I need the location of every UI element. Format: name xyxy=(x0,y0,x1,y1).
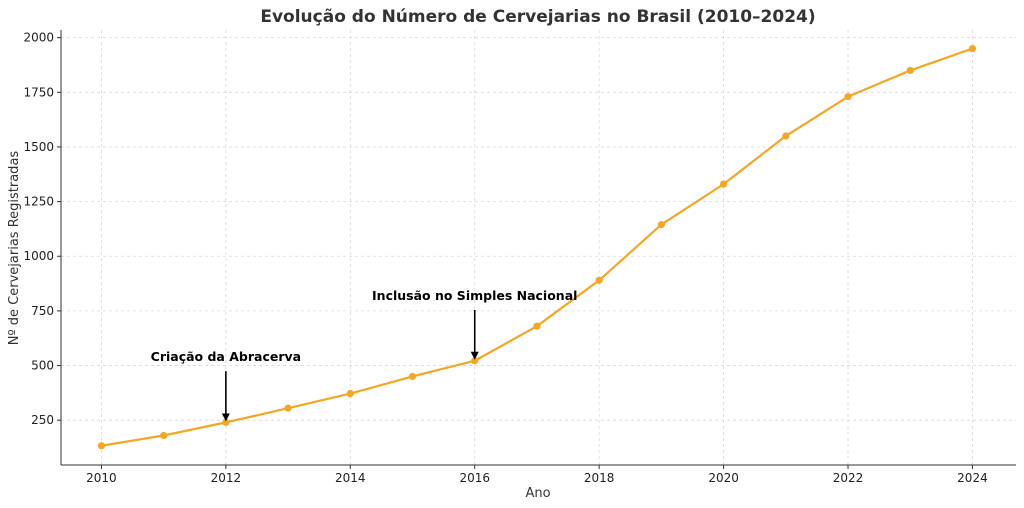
data-point xyxy=(657,220,665,229)
data-point xyxy=(408,372,417,381)
x-tick-label: 2014 xyxy=(335,471,366,485)
y-tick-label: 750 xyxy=(31,304,54,318)
x-ticks: 2010 2012 2014 2016 2018 2020 2022 2024 xyxy=(86,465,988,485)
y-ticks: 250 500 750 1000 1250 1500 1750 2000 xyxy=(23,31,61,427)
x-axis-label: Ano xyxy=(525,486,550,501)
y-tick-label: 500 xyxy=(31,359,54,373)
grid xyxy=(61,30,1016,465)
data-point xyxy=(844,93,852,101)
data-point xyxy=(968,44,977,53)
annotation-label: Inclusão no Simples Nacional xyxy=(372,288,577,303)
chart-title: Evolução do Número de Cervejarias no Bra… xyxy=(260,7,815,27)
series xyxy=(97,44,977,450)
y-tick-label: 250 xyxy=(31,413,54,427)
data-point xyxy=(222,418,230,426)
data-point xyxy=(533,322,541,330)
x-tick-label: 2016 xyxy=(459,471,490,485)
y-tick-label: 1250 xyxy=(23,195,54,209)
data-point xyxy=(719,180,728,188)
data-point xyxy=(284,404,292,412)
data-point xyxy=(471,357,479,365)
x-tick-label: 2018 xyxy=(584,471,615,485)
axes xyxy=(60,30,1016,466)
y-tick-label: 1750 xyxy=(23,85,54,99)
data-point xyxy=(595,276,603,284)
x-tick-label: 2020 xyxy=(708,471,739,485)
y-tick-label: 1000 xyxy=(23,249,54,263)
data-point xyxy=(160,431,168,440)
y-tick-label: 1500 xyxy=(23,140,54,154)
x-tick-label: 2010 xyxy=(86,471,117,485)
data-point xyxy=(346,389,354,398)
x-tick-label: 2022 xyxy=(833,471,864,485)
data-point xyxy=(782,132,790,140)
x-tick-label: 2012 xyxy=(211,471,242,485)
data-point xyxy=(906,66,914,75)
data-point xyxy=(97,442,106,450)
y-tick-label: 2000 xyxy=(23,31,54,45)
series-line xyxy=(101,47,973,447)
annotation-label: Criação da Abracerva xyxy=(151,349,301,364)
annotations: Criação da Abracerva Inclusão no Simples … xyxy=(151,288,577,422)
x-tick-label: 2024 xyxy=(957,471,988,485)
y-axis-label: Nº de Cervejarias Registradas xyxy=(7,151,22,346)
